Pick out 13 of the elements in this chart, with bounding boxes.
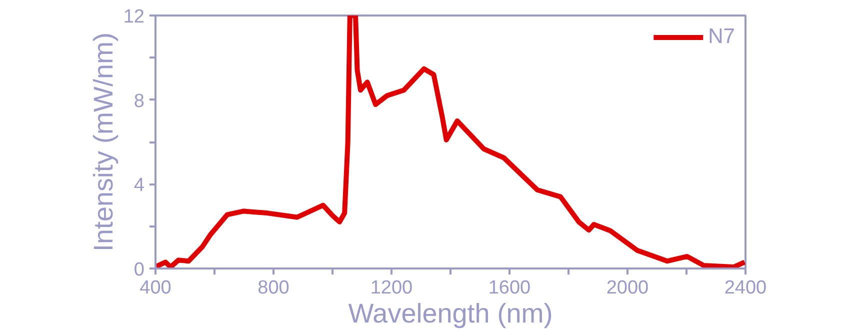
x-tick-label: 2000 [606,278,649,298]
x-tick-label: 400 [140,278,172,298]
y-tick-label: 0 [134,260,145,280]
x-tick-label: 1200 [370,278,413,298]
x-tick-label: 2400 [724,278,767,298]
y-tick-label: 12 [123,6,145,28]
y-tick-label: 8 [134,90,145,112]
y-axis-title: Intensity (mW/nm) [88,32,118,252]
x-tick-label: 1600 [488,278,531,298]
y-tick-label: 4 [134,175,145,196]
x-axis-title: Wavelength (nm) [348,298,553,328]
legend-label: N7 [708,25,735,49]
x-tick-label: 800 [258,278,290,298]
